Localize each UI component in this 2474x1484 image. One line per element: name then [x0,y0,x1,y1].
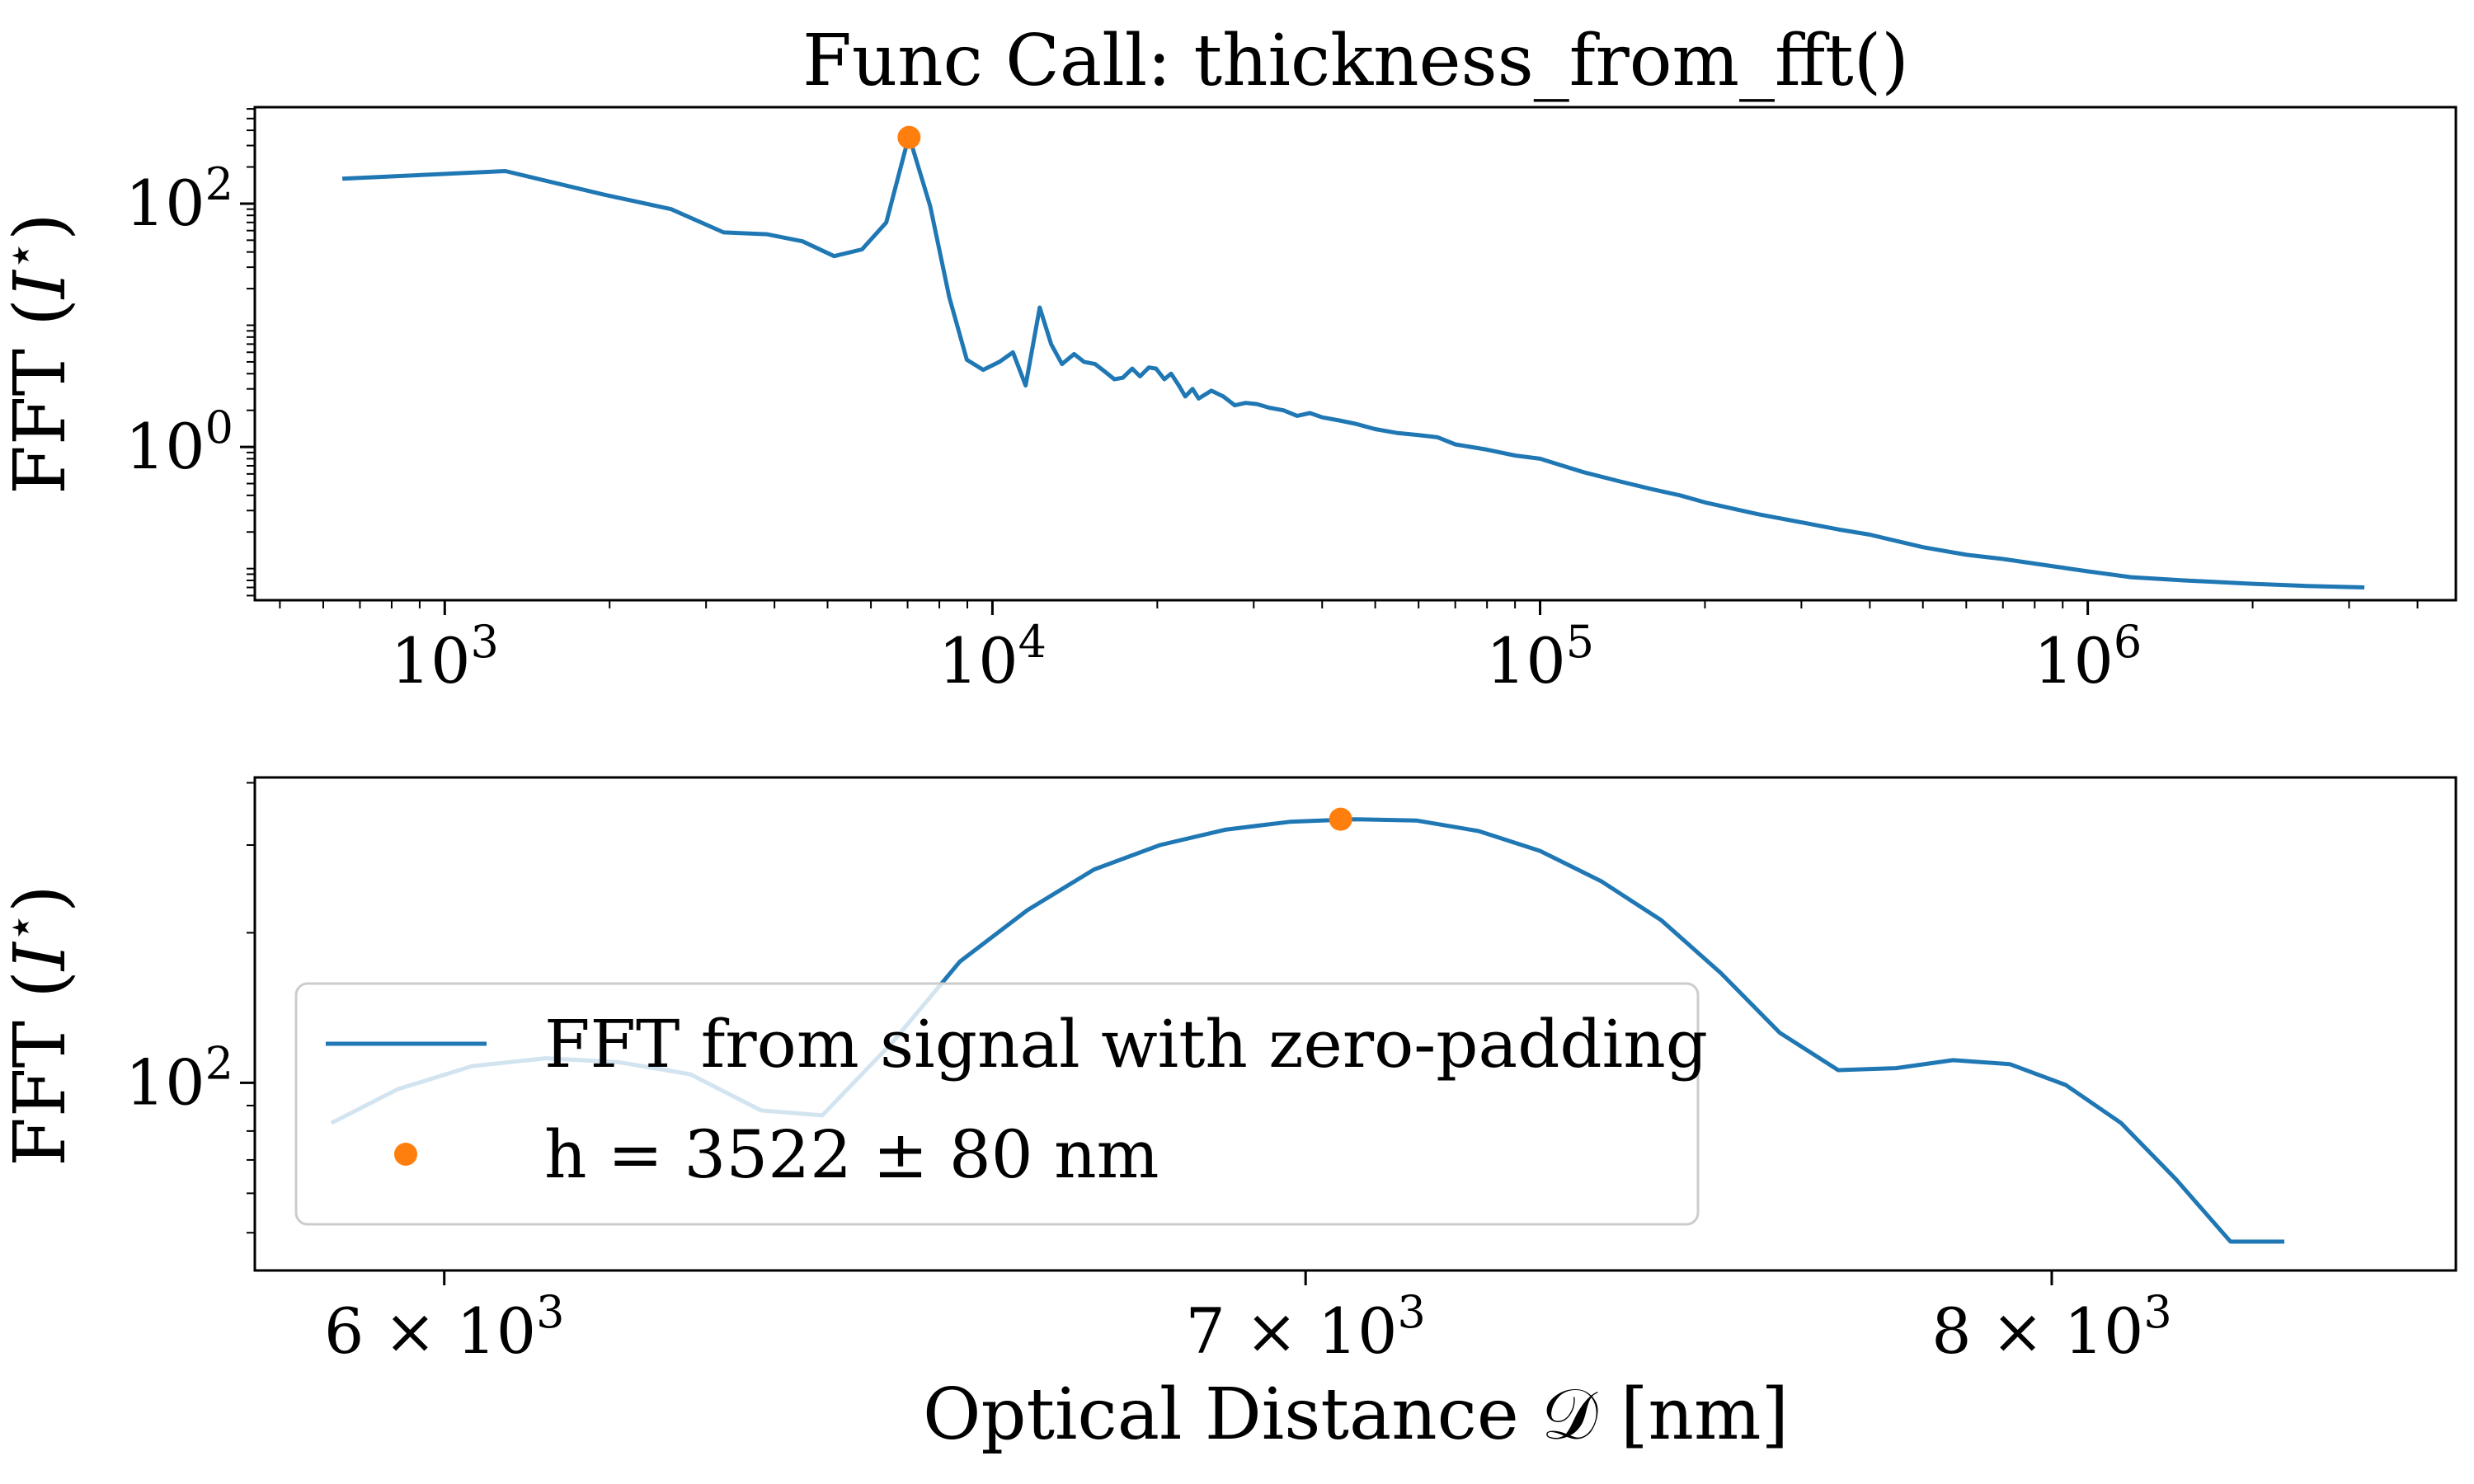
x-tick-label: 6 × 103 [324,1286,564,1369]
top-y-tick-labels: 100 102 [125,157,233,483]
top-axis-ticks [240,108,2419,615]
top-series-layer [341,125,2365,589]
x-tick-label: 104 [938,616,1047,698]
x-tick-label: 105 [1486,616,1594,698]
x-axis-label: Optical Distance 𝒟 [nm] [923,1374,1789,1456]
legend-box [294,982,1700,1226]
legend: FFT from signal with zero-padding h = 35… [294,982,1708,1226]
y-tick-label: 102 [125,157,233,240]
bottom-axis-ticks [240,782,2053,1285]
bottom-plot-frame [253,776,2458,1272]
y-tick-label: 102 [125,1037,233,1120]
peak-marker [897,125,921,149]
legend-marker-swatch [394,1143,417,1166]
peak-marker [1329,807,1352,831]
legend-label-thickness: h = 3522 ± 80 nm [544,1116,1159,1193]
top-plot-frame [253,106,2458,602]
top-x-tick-labels: 103 104 105 106 [391,616,2142,698]
legend-label-fft: FFT from signal with zero-padding [544,1006,1708,1082]
bottom-y-tick-labels: 102 [125,1037,233,1120]
x-tick-label: 7 × 103 [1185,1286,1425,1369]
top-panel: Func Call: thickness_from_fft() 103 104 10… [0,20,2458,698]
chart-title: Func Call: thickness_from_fft() [802,20,1909,102]
bottom-x-tick-labels: 6 × 103 7 × 103 8 × 103 [324,1286,2172,1369]
fft-series-line [341,134,2365,589]
x-tick-label: 106 [2034,616,2142,698]
x-tick-label: 8 × 103 [1931,1286,2171,1369]
y-tick-label: 100 [125,402,233,484]
x-tick-label: 103 [391,616,499,698]
